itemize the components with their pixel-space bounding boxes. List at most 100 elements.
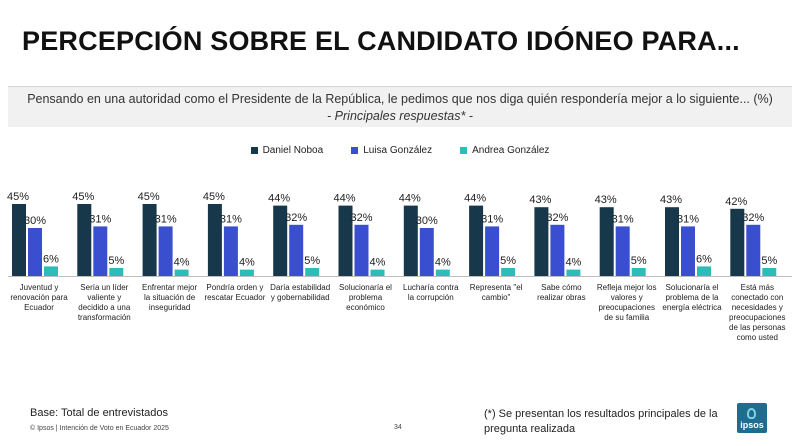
legend-label-luisa-gonzalez: Luisa González <box>363 145 433 156</box>
data-label-luisa-gonzalez-8: 31% <box>481 213 503 225</box>
bar-andrea-gonzalez-6 <box>370 269 385 276</box>
category-label-5: Daría estabilidad y gobernabilidad <box>270 283 330 302</box>
bar-andrea-gonzalez-10 <box>631 268 646 276</box>
data-label-andrea-gonzalez-2: 5% <box>108 255 124 267</box>
copyright-text: © Ipsos | Intención de Voto en Ecuador 2… <box>30 425 169 432</box>
data-label-noboa-5: 44% <box>268 193 290 205</box>
legend-item-noboa: Daniel Noboa <box>250 145 324 156</box>
bar-luisa-gonzalez-12 <box>746 224 761 276</box>
bar-noboa-1 <box>12 204 26 276</box>
bar-luisa-gonzalez-4 <box>223 226 238 276</box>
category-label-9: Sabe cómo realizar obras <box>537 283 585 302</box>
bar-luisa-gonzalez-2 <box>93 226 108 276</box>
bar-luisa-gonzalez-1 <box>28 228 42 276</box>
bar-andrea-gonzalez-12 <box>762 268 777 276</box>
bar-andrea-gonzalez-11 <box>697 266 711 276</box>
data-label-noboa-6: 44% <box>333 193 355 205</box>
question-text: Pensando en una autoridad como el Presid… <box>27 92 773 106</box>
data-label-andrea-gonzalez-7: 4% <box>435 257 451 269</box>
category-label-6: Solucionaría el problema económico <box>339 283 392 312</box>
bar-luisa-gonzalez-8 <box>485 226 500 276</box>
data-label-luisa-gonzalez-3: 31% <box>155 213 177 225</box>
category-label-8: Representa "el cambio" <box>470 283 523 302</box>
bar-andrea-gonzalez-9 <box>566 269 581 276</box>
data-label-luisa-gonzalez-11: 31% <box>677 213 699 225</box>
bar-andrea-gonzalez-5 <box>305 268 320 276</box>
data-label-noboa-1: 45% <box>7 191 29 203</box>
data-label-andrea-gonzalez-3: 4% <box>174 257 190 269</box>
ipsos-logo: ipsos <box>737 403 767 433</box>
legend-label-noboa: Daniel Noboa <box>262 145 324 156</box>
data-label-andrea-gonzalez-10: 5% <box>631 255 647 267</box>
bar-noboa-12 <box>730 208 745 276</box>
category-label-10: Refleja mejor los valores y preocupaciones… <box>597 283 657 322</box>
page-number: 34 <box>394 424 402 431</box>
bar-andrea-gonzalez-7 <box>435 269 450 276</box>
bar-noboa-10 <box>599 207 614 276</box>
data-label-andrea-gonzalez-4: 4% <box>239 257 255 269</box>
bar-andrea-gonzalez-1 <box>44 266 58 276</box>
category-label-3: Enfrentar mejor la situación de insegurida… <box>142 283 197 312</box>
data-label-andrea-gonzalez-8: 5% <box>500 255 516 267</box>
bar-andrea-gonzalez-8 <box>501 268 516 276</box>
bar-noboa-5 <box>273 205 288 276</box>
bar-luisa-gonzalez-11 <box>681 226 695 276</box>
page-title: PERCEPCIÓN SOBRE EL CANDIDATO IDÓNEO PAR… <box>22 26 740 56</box>
bar-andrea-gonzalez-4 <box>239 269 254 276</box>
data-label-luisa-gonzalez-5: 32% <box>285 212 307 224</box>
data-label-noboa-11: 43% <box>660 194 682 206</box>
bar-noboa-2 <box>77 204 92 276</box>
data-label-andrea-gonzalez-9: 4% <box>565 257 581 269</box>
data-label-luisa-gonzalez-7: 30% <box>416 215 438 227</box>
data-label-noboa-8: 44% <box>464 193 486 205</box>
bar-noboa-9 <box>534 207 549 276</box>
bar-noboa-7 <box>403 205 418 276</box>
data-label-luisa-gonzalez-2: 31% <box>89 213 111 225</box>
bar-andrea-gonzalez-2 <box>109 268 124 276</box>
bar-noboa-6 <box>338 205 353 276</box>
legend-swatch-luisa-gonzalez <box>351 147 359 154</box>
data-label-andrea-gonzalez-1: 6% <box>43 253 59 265</box>
data-label-luisa-gonzalez-10: 31% <box>612 213 634 225</box>
data-label-noboa-9: 43% <box>529 194 551 206</box>
data-label-luisa-gonzalez-6: 32% <box>350 212 372 224</box>
bar-noboa-4 <box>207 204 222 276</box>
bar-andrea-gonzalez-3 <box>174 269 189 276</box>
data-label-noboa-7: 44% <box>399 193 421 205</box>
bar-chart: 45% 30% 6% Juventud y renovación para Ecuador… <box>7 191 792 342</box>
legend-label-andrea-gonzalez: Andrea González <box>472 145 550 156</box>
category-label-11: Solucionaría el problema de la energía elé… <box>662 283 722 312</box>
subtitle-box <box>8 86 792 127</box>
footnote: (*) Se presentan los resultados principa… <box>484 408 718 435</box>
legend-swatch-andrea-gonzalez <box>460 147 468 154</box>
data-label-luisa-gonzalez-1: 30% <box>24 215 46 227</box>
data-label-luisa-gonzalez-9: 32% <box>546 212 568 224</box>
bar-noboa-8 <box>469 205 484 276</box>
data-label-luisa-gonzalez-12: 32% <box>742 212 764 224</box>
bar-luisa-gonzalez-7 <box>419 228 434 276</box>
bar-noboa-11 <box>665 207 679 276</box>
bar-luisa-gonzalez-3 <box>158 226 173 276</box>
category-label-12: Está más conectado con necesidades y preocu… <box>729 283 785 342</box>
category-label-4: Pondría orden y rescatar Ecuador <box>204 283 265 302</box>
category-label-2: Sería un líder valiente y decidido a una tr… <box>78 283 131 322</box>
bar-luisa-gonzalez-9 <box>550 224 565 276</box>
bar-luisa-gonzalez-5 <box>289 224 304 276</box>
legend-item-andrea-gonzalez: Andrea González <box>460 145 549 156</box>
data-label-andrea-gonzalez-12: 5% <box>761 255 777 267</box>
question-subtext: - Principales respuestas* - <box>327 109 473 123</box>
data-label-noboa-10: 43% <box>595 194 617 206</box>
data-label-andrea-gonzalez-6: 4% <box>370 257 386 269</box>
data-label-noboa-4: 45% <box>203 191 225 203</box>
data-label-noboa-3: 45% <box>138 191 160 203</box>
data-label-andrea-gonzalez-5: 5% <box>304 255 320 267</box>
legend-swatch-noboa <box>250 147 258 154</box>
data-label-andrea-gonzalez-11: 6% <box>696 253 712 265</box>
data-label-noboa-2: 45% <box>72 191 94 203</box>
data-label-noboa-12: 42% <box>725 196 747 208</box>
data-label-luisa-gonzalez-4: 31% <box>220 213 242 225</box>
legend-item-luisa-gonzalez: Luisa González <box>351 145 432 156</box>
bar-luisa-gonzalez-10 <box>615 226 630 276</box>
chart-legend: Daniel Noboa Luisa González Andrea Gonzá… <box>0 145 800 156</box>
base-note: Base: Total de entrevistados <box>30 407 168 419</box>
